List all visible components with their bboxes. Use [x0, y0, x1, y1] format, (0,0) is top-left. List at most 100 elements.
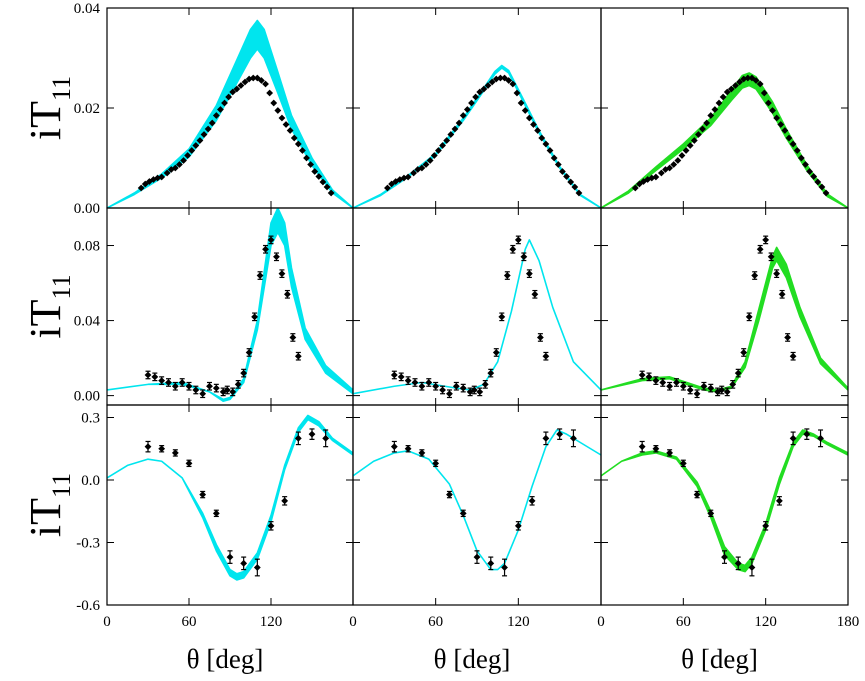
data-point — [503, 271, 511, 280]
data-marker — [492, 349, 500, 356]
data-point — [756, 80, 764, 88]
data-point — [645, 372, 653, 382]
data-point — [666, 164, 674, 172]
data-point — [286, 127, 294, 134]
theory-band-r0c2 — [601, 72, 848, 208]
data-point — [536, 333, 544, 342]
data-marker — [652, 377, 660, 385]
data-marker — [707, 112, 715, 119]
data-point — [404, 173, 412, 181]
data-point — [430, 152, 438, 159]
data-point — [411, 378, 419, 387]
data-point — [165, 378, 172, 387]
y-axis-label-subscript: 11 — [47, 274, 76, 299]
data-point — [459, 509, 467, 518]
data-point — [245, 75, 253, 83]
data-marker — [760, 89, 768, 97]
data-marker — [729, 380, 737, 388]
theory-band-r1c0 — [107, 208, 353, 403]
data-point — [666, 449, 674, 457]
data-marker — [286, 127, 294, 134]
data-point — [748, 558, 756, 577]
data-marker — [793, 147, 801, 154]
data-point — [473, 550, 481, 564]
data-marker — [723, 88, 731, 96]
data-point — [229, 387, 237, 397]
data-point — [567, 178, 575, 186]
data-point — [196, 137, 204, 144]
data-point — [777, 121, 785, 128]
data-point — [767, 252, 775, 262]
data-marker — [278, 114, 286, 122]
data-point — [163, 169, 171, 177]
data-point — [514, 521, 522, 531]
data-marker — [439, 386, 446, 394]
data-point — [414, 166, 422, 173]
y-tick-label: 0.04 — [74, 314, 101, 330]
data-point — [400, 174, 408, 182]
data-point — [476, 387, 484, 397]
data-marker — [233, 85, 241, 93]
data-point — [418, 164, 426, 172]
data-point — [695, 131, 702, 138]
data-point — [480, 85, 488, 93]
panel-r1c1 — [352, 207, 602, 406]
data-point — [638, 440, 646, 453]
data-marker — [418, 164, 426, 172]
data-point — [673, 378, 680, 387]
data-marker — [240, 369, 248, 377]
data-point — [736, 78, 743, 86]
data-marker — [208, 119, 216, 127]
data-marker — [319, 178, 327, 186]
data-point — [425, 378, 433, 387]
data-marker — [226, 553, 234, 561]
data-point — [299, 147, 306, 154]
x-tick-label: 120 — [260, 614, 283, 630]
data-marker — [723, 388, 731, 396]
data-marker — [503, 272, 511, 279]
data-point — [258, 77, 265, 84]
data-point — [319, 178, 327, 186]
data-point — [528, 496, 536, 506]
data-marker — [158, 173, 166, 181]
data-marker — [498, 313, 506, 321]
x-axis-label: θ [deg] — [187, 644, 264, 674]
data-marker — [734, 369, 742, 377]
x-tick-label: 0 — [103, 614, 111, 630]
y-axis-label-subscript: 11 — [47, 473, 76, 498]
data-marker — [781, 127, 789, 134]
data-point — [455, 119, 463, 127]
data-marker — [303, 154, 310, 162]
x-tick-label: 0 — [597, 614, 605, 630]
data-point — [278, 269, 286, 279]
data-marker — [151, 373, 159, 381]
data-marker — [384, 184, 391, 192]
data-point — [144, 440, 152, 453]
data-marker — [176, 161, 183, 168]
data-marker — [679, 382, 687, 390]
data-point — [470, 385, 478, 395]
panel-r2c1 — [352, 404, 602, 606]
data-point — [497, 74, 504, 82]
theory-band-r2c1 — [353, 429, 601, 571]
data-marker — [575, 189, 583, 197]
data-point — [679, 459, 687, 468]
data-marker — [184, 152, 192, 159]
data-point — [418, 381, 426, 391]
data-point — [769, 107, 776, 114]
data-point — [638, 370, 646, 380]
y-tick-label: 0.00 — [74, 389, 100, 405]
data-point — [727, 85, 735, 93]
x-tick-label: 180 — [837, 614, 860, 630]
data-marker — [192, 142, 200, 149]
data-marker — [734, 559, 742, 567]
data-marker — [752, 77, 760, 84]
data-point — [249, 74, 257, 82]
data-point — [699, 125, 706, 133]
data-point — [418, 449, 426, 457]
data-marker — [223, 386, 231, 394]
data-marker — [446, 491, 453, 498]
data-marker — [488, 78, 496, 86]
data-marker — [299, 147, 306, 154]
data-marker — [426, 157, 434, 164]
